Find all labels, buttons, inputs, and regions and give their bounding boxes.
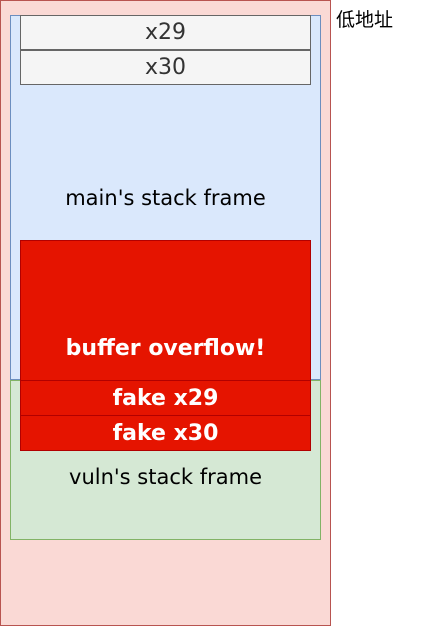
- x30-label: x30: [144, 55, 186, 80]
- fake-x30-slot: fake x30: [20, 415, 311, 451]
- x29-slot: x29: [20, 15, 311, 50]
- low-address-label: 低地址: [336, 9, 394, 31]
- buffer-overflow-block: buffer overflow!: [20, 240, 311, 381]
- fake-x29-slot: fake x29: [20, 380, 311, 416]
- x30-slot: x30: [20, 50, 311, 85]
- buffer-overflow-label: buffer overflow!: [65, 336, 266, 361]
- fake-x29-label: fake x29: [112, 385, 219, 411]
- vuln-frame-label: vuln's stack frame: [69, 465, 262, 489]
- fake-x30-label: fake x30: [112, 420, 219, 446]
- x29-label: x29: [144, 20, 186, 45]
- main-frame-label: main's stack frame: [65, 186, 266, 210]
